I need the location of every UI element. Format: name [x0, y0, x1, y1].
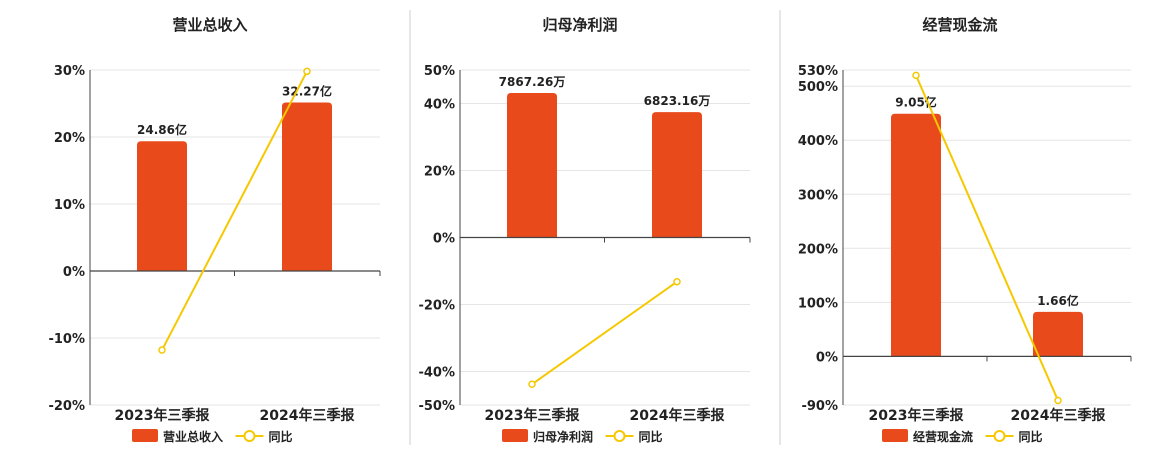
bar-value-label: 6823.16万 [644, 94, 711, 108]
y-tick-label: 300% [798, 188, 838, 203]
legend-line-label: 同比 [269, 429, 293, 444]
yoy-point-1 [158, 346, 166, 354]
yoy-point-2 [1054, 396, 1062, 405]
legend-bar-swatch [132, 429, 158, 442]
bar-1 [891, 113, 941, 357]
y-tick-label: 40% [424, 98, 455, 113]
y-tick-label: 50% [424, 64, 455, 79]
bar-1 [507, 93, 557, 238]
bar-2 [1033, 311, 1083, 357]
chart-title-3: 经营现金流 [922, 16, 997, 34]
category-label: 2023年三季报 [869, 407, 964, 424]
chart-title-2: 归母净利润 [542, 16, 617, 34]
yoy-line [915, 75, 1059, 401]
category-label: 2023年三季报 [485, 407, 580, 424]
yoy-point-1 [912, 71, 920, 80]
category-label: 2024年三季报 [1011, 407, 1106, 424]
y-tick-label: -40% [418, 366, 455, 381]
y-tick-label: 20% [54, 131, 85, 146]
y-tick-label: -20% [48, 399, 85, 414]
y-tick-label: 100% [798, 296, 838, 311]
legend-bar-label: 归母净利润 [533, 429, 593, 444]
category-label: 2024年三季报 [630, 407, 725, 424]
chart-title-1: 营业总收入 [172, 16, 247, 34]
bar-1 [137, 141, 187, 271]
legend-line-marker [993, 430, 1006, 442]
yoy-point-1 [528, 380, 536, 388]
y-tick-label: 400% [798, 134, 838, 149]
y-tick-label: 530% [798, 64, 838, 79]
bar-value-label: 1.66亿 [1037, 293, 1079, 308]
legend-bar-label: 营业总收入 [163, 429, 223, 444]
legend-line-label: 同比 [639, 429, 663, 444]
bar-2 [652, 112, 702, 238]
y-tick-label: 200% [798, 242, 838, 257]
yoy-point-2 [303, 67, 311, 76]
yoy-line [531, 280, 678, 386]
y-tick-label: -10% [48, 332, 85, 347]
y-tick-label: 0% [63, 265, 85, 280]
legend-line-marker [613, 430, 626, 442]
y-tick-label: 20% [424, 165, 455, 180]
y-tick-label: 30% [54, 64, 85, 79]
yoy-point-2 [673, 277, 681, 286]
legend-bar-swatch [502, 429, 528, 442]
legend-line-label: 同比 [1019, 429, 1043, 444]
y-tick-label: -90% [801, 399, 838, 414]
y-tick-label: -20% [418, 299, 455, 314]
category-label: 2023年三季报 [115, 407, 210, 424]
y-tick-label: -50% [418, 399, 455, 414]
bar-value-label: 7867.26万 [499, 75, 566, 89]
bar-2 [282, 102, 332, 271]
y-tick-label: 10% [54, 198, 85, 213]
y-tick-label: 0% [816, 350, 838, 365]
legend-bar-label: 经营现金流 [913, 429, 973, 444]
bar-value-label: 24.86亿 [137, 122, 187, 137]
y-tick-label: 0% [433, 232, 455, 247]
bar-value-label: 32.27亿 [282, 84, 332, 99]
category-label: 2024年三季报 [260, 407, 355, 424]
legend-line-marker [243, 430, 256, 442]
legend-bar-swatch [882, 429, 908, 442]
yoy-line [161, 70, 308, 351]
y-tick-label: 500% [798, 80, 838, 95]
